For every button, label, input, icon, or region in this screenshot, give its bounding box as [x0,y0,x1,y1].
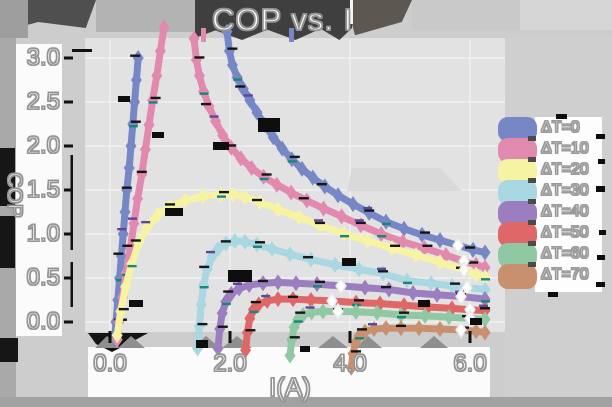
x-tick-label: 0.0 [93,349,128,377]
y-tick-label: 2.5 [26,87,61,115]
y-tick-label: 0.5 [26,263,61,291]
edge-artifact [0,216,15,268]
y-tick-label: 3.0 [26,43,61,71]
legend-label: ΔT=10 [540,139,589,157]
legend-label: ΔT=40 [540,202,589,220]
legend-swatch-shadow [528,136,536,141]
legend-swatch-shadow [528,178,536,183]
y-tick-label: 1.5 [26,175,61,203]
legend-swatch-shadow [528,220,536,225]
legend-swatch-shadow [528,262,536,267]
legend-swatch-shadow [528,241,536,246]
legend-border-artifact [596,134,605,139]
top-strip-artifact [350,0,353,24]
legend-label: ΔT=50 [540,223,589,241]
top-strip-segment [412,0,520,30]
legend-border-artifact [596,282,605,287]
legend-label: ΔT=30 [540,181,589,199]
glitch-mark [201,28,206,42]
legend-box [535,117,602,292]
x-tick-label: 6.0 [453,349,488,377]
top-strip-segment [96,0,195,32]
legend-border-artifact [548,292,558,297]
bottom-margin [0,397,612,407]
top-strip-segment [520,0,612,30]
legend-swatch-shadow [528,199,536,204]
legend-swatch [498,264,537,289]
y-tick-label: 1.0 [26,219,61,247]
chart-title: COP vs. I [211,1,354,37]
legend-label: ΔT=20 [540,160,589,178]
edge-artifact [0,148,15,206]
y-axis-label-band [16,44,62,336]
legend-border-artifact [598,159,605,164]
glitch-mark [289,28,294,42]
edge-artifact [0,338,18,362]
y-tick-label: 0.0 [26,307,61,335]
x-axis-title: I(A) [268,371,311,402]
legend-border-artifact [556,114,567,119]
top-strip-segment [0,0,28,38]
legend-border-artifact [596,186,605,192]
legend-label: ΔT=0 [540,118,580,136]
x-tick-label: 2.0 [213,349,248,377]
y-tick-label: 2.0 [26,131,61,159]
legend-border-artifact [599,230,606,235]
legend-label: ΔT=70 [540,265,589,283]
x-tick-label: 4.0 [333,349,368,377]
legend-label: ΔT=60 [540,244,589,262]
legend-border-artifact [597,255,605,260]
legend-swatch-shadow [528,157,536,162]
